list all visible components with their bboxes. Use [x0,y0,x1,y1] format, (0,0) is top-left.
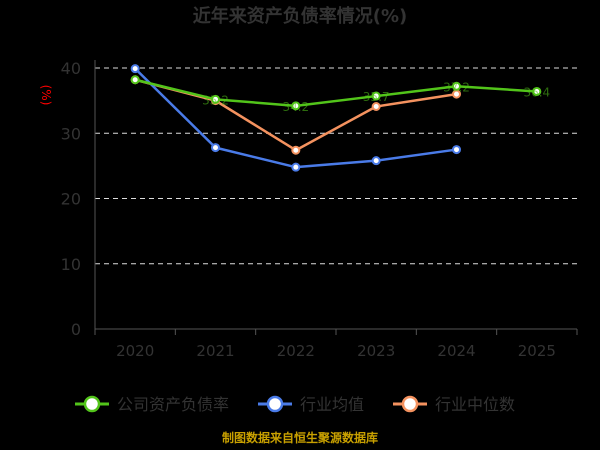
x-tick-label: 2023 [357,342,395,360]
y-tick-label: 0 [71,320,81,339]
data-point[interactable] [211,94,220,104]
data-point[interactable] [130,75,140,85]
data-point[interactable] [371,91,381,101]
axis-layer: 0 10 20 30 40 2020 2021 2022 2023 2024 2025 [61,59,578,360]
data-label: 36.4 [523,85,550,99]
legend-item[interactable]: 公司资产负债率 [75,395,229,414]
legend-item[interactable]: 行业中位数 [393,395,515,414]
grid-layer [95,67,577,265]
data-label: 35.2 [202,93,229,107]
legend[interactable]: 公司资产负债率 行业均值 行业中位数 [75,395,515,414]
series-公司资产负债率: 35.2 34.2 35.7 37.2 36.4 [130,75,550,114]
legend-label: 公司资产负债率 [117,395,229,414]
data-point[interactable] [532,86,542,96]
data-point[interactable] [452,81,461,91]
series-layer: 35.2 34.2 35.7 37.2 36.4 [130,64,550,172]
y-axis-label: (%) [39,85,53,106]
legend-marker [401,395,419,413]
series-line [134,78,537,108]
legend-label: 行业中位数 [435,395,515,414]
data-label: 35.7 [363,90,390,104]
x-tick-label: 2021 [196,342,234,360]
chart-title: 近年来资产负债率情况(%) [193,5,408,27]
data-point[interactable] [211,143,220,153]
legend-item[interactable]: 行业均值 [258,395,364,414]
x-tick-label: 2025 [518,342,556,360]
x-tick-label: 2024 [437,342,475,360]
data-point[interactable] [291,101,301,111]
data-point[interactable] [371,101,381,111]
data-point[interactable] [291,145,301,155]
source-note: 制图数据来自恒生聚源数据库 [222,430,378,445]
data-point[interactable] [452,145,461,155]
x-tick-label: 2020 [116,342,154,360]
data-point[interactable] [130,64,140,74]
x-tick-label: 2022 [277,342,315,360]
y-tick-label: 10 [61,255,81,274]
y-tick-label: 20 [61,190,81,209]
series-行业均值 [130,64,461,172]
legend-marker [266,395,284,413]
legend-marker [83,395,101,413]
y-tick-label: 40 [61,59,81,78]
data-point[interactable] [371,156,381,166]
data-point[interactable] [291,162,301,172]
legend-label: 行业均值 [300,395,364,414]
data-label: 37.2 [443,80,470,94]
y-tick-label: 30 [61,124,81,143]
data-label: 34.2 [282,100,309,114]
